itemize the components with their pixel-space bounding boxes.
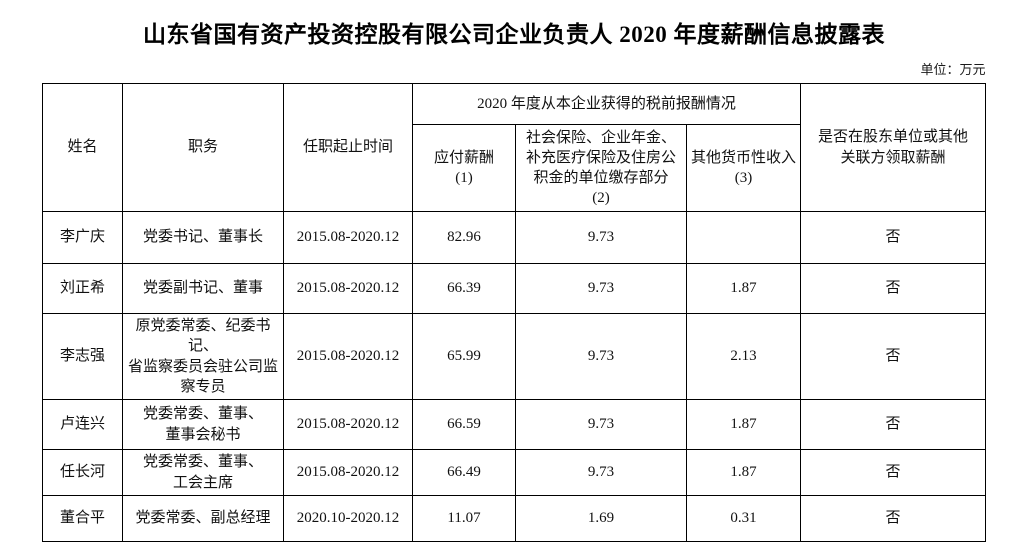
cell-term: 2015.08-2020.12	[282, 211, 413, 264]
table-row: 李广庆 党委书记、董事长 2015.08-2020.12 82.96 9.73 …	[41, 211, 986, 264]
cell-name: 任长河	[41, 449, 123, 496]
cell-social: 9.73	[514, 263, 687, 314]
col-header-other-income: 其他货币性收入 (3)	[685, 124, 802, 212]
cell-position: 党委常委、副总经理	[121, 495, 284, 542]
cell-position: 党委常委、董事、 工会主席	[121, 449, 284, 496]
cell-payable: 66.59	[411, 399, 516, 450]
salary-disclosure-table: 姓名 职务 任职起止时间 2020 年度从本企业获得的税前报酬情况 是否在股东单…	[41, 83, 986, 542]
cell-payable: 66.49	[411, 449, 516, 496]
unit-note: 单位：万元	[920, 62, 986, 77]
cell-name: 董合平	[41, 495, 123, 542]
cell-other: 1.87	[685, 263, 802, 314]
cell-term: 2015.08-2020.12	[282, 313, 413, 400]
col-header-related-party: 是否在股东单位或其他 关联方领取薪酬	[800, 83, 986, 212]
col-header-term: 任职起止时间	[282, 83, 413, 212]
cell-related: 否	[800, 211, 986, 264]
cell-position: 党委常委、董事、 董事会秘书	[121, 399, 284, 450]
cell-social: 9.73	[514, 211, 687, 264]
cell-other: 1.87	[685, 449, 802, 496]
cell-social: 9.73	[514, 449, 687, 496]
document-title: 山东省国有资产投资控股有限公司企业负责人 2020 年度薪酬信息披露表	[143, 22, 885, 47]
cell-name: 李广庆	[41, 211, 123, 264]
cell-position: 原党委常委、纪委书记、 省监察委员会驻公司监 察专员	[121, 313, 284, 400]
col-header-payable-salary: 应付薪酬 (1)	[411, 124, 516, 212]
cell-payable: 11.07	[411, 495, 516, 542]
cell-other: 0.31	[685, 495, 802, 542]
col-header-position: 职务	[121, 83, 284, 212]
cell-term: 2015.08-2020.12	[282, 399, 413, 450]
cell-name: 卢连兴	[41, 399, 123, 450]
cell-social: 9.73	[514, 399, 687, 450]
cell-name: 李志强	[41, 313, 123, 400]
cell-term: 2020.10-2020.12	[282, 495, 413, 542]
cell-payable: 66.39	[411, 263, 516, 314]
table-row: 董合平 党委常委、副总经理 2020.10-2020.12 11.07 1.69…	[41, 495, 986, 542]
cell-social: 9.73	[514, 313, 687, 400]
table-row: 李志强 原党委常委、纪委书记、 省监察委员会驻公司监 察专员 2015.08-2…	[41, 313, 986, 400]
cell-other: 2.13	[685, 313, 802, 400]
cell-term: 2015.08-2020.12	[282, 263, 413, 314]
cell-related: 否	[800, 495, 986, 542]
cell-position: 党委书记、董事长	[121, 211, 284, 264]
col-header-pretax-group: 2020 年度从本企业获得的税前报酬情况	[411, 83, 802, 125]
cell-social: 1.69	[514, 495, 687, 542]
cell-payable: 82.96	[411, 211, 516, 264]
cell-name: 刘正希	[41, 263, 123, 314]
cell-other: 1.87	[685, 399, 802, 450]
cell-term: 2015.08-2020.12	[282, 449, 413, 496]
cell-other	[685, 211, 802, 264]
table-row: 卢连兴 党委常委、董事、 董事会秘书 2015.08-2020.12 66.59…	[41, 399, 986, 450]
col-header-name: 姓名	[41, 83, 123, 212]
cell-related: 否	[800, 449, 986, 496]
col-header-social-insurance: 社会保险、企业年金、 补充医疗保险及住房公 积金的单位缴存部分 (2)	[514, 124, 687, 212]
cell-payable: 65.99	[411, 313, 516, 400]
table-row: 刘正希 党委副书记、董事 2015.08-2020.12 66.39 9.73 …	[41, 263, 986, 314]
cell-related: 否	[800, 399, 986, 450]
table-row: 任长河 党委常委、董事、 工会主席 2015.08-2020.12 66.49 …	[41, 449, 986, 496]
cell-related: 否	[800, 313, 986, 400]
cell-related: 否	[800, 263, 986, 314]
cell-position: 党委副书记、董事	[121, 263, 284, 314]
